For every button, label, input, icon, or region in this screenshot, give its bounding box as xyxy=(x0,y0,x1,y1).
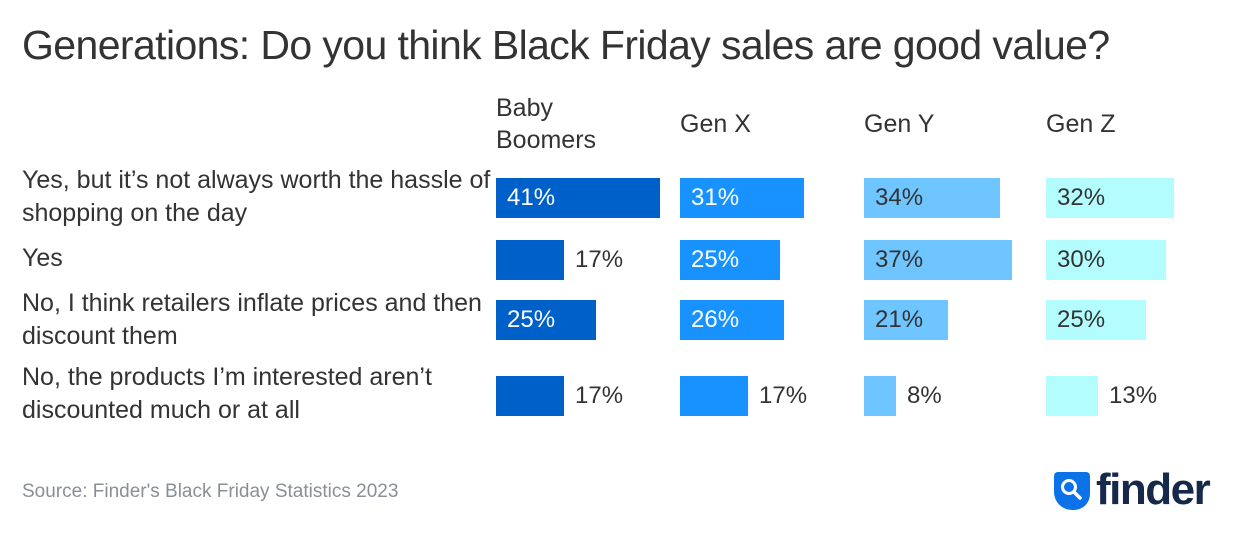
column-header: Gen X xyxy=(680,110,751,138)
data-label: 8% xyxy=(907,382,942,409)
bar xyxy=(864,240,1012,280)
finder-logo: finder xyxy=(1052,465,1211,514)
data-label: 17% xyxy=(575,246,624,273)
bar xyxy=(1046,300,1146,340)
bar xyxy=(1046,240,1166,280)
category-label: No, I think retailers inflate prices and… xyxy=(22,289,482,350)
data-label: 25% xyxy=(691,246,740,273)
search-icon xyxy=(1054,472,1090,510)
data-label: 31% xyxy=(691,184,740,211)
data-label: 26% xyxy=(691,306,740,333)
data-label: 37% xyxy=(875,246,924,273)
data-label: 25% xyxy=(1057,306,1106,333)
data-label: 25% xyxy=(507,306,556,333)
bar xyxy=(680,178,804,218)
bar xyxy=(1046,376,1098,416)
bar xyxy=(864,376,896,416)
data-label: 32% xyxy=(1057,184,1106,211)
data-label: 17% xyxy=(575,382,624,409)
data-label: 41% xyxy=(507,184,556,211)
category-label: Yes, but it’s not always worth the hassl… xyxy=(22,166,491,227)
data-label: 34% xyxy=(875,184,924,211)
logo-wordmark: finder xyxy=(1096,465,1211,514)
bar xyxy=(680,376,748,416)
bar xyxy=(680,240,780,280)
chart-title: Generations: Do you think Black Friday s… xyxy=(22,22,1110,68)
data-label: 13% xyxy=(1109,382,1158,409)
bar xyxy=(864,178,1000,218)
column-header: Gen Z xyxy=(1046,110,1116,138)
data-label: 30% xyxy=(1057,246,1106,273)
category-label: No, the products I’m interested aren’t d… xyxy=(22,363,432,424)
bar xyxy=(864,300,948,340)
data-label: 17% xyxy=(759,382,808,409)
column-header: Baby Boomers xyxy=(496,94,597,154)
bar xyxy=(496,300,596,340)
bar xyxy=(680,300,784,340)
category-label: Yes xyxy=(22,244,63,272)
source-note: Source: Finder's Black Friday Statistics… xyxy=(22,481,399,502)
bar xyxy=(496,178,660,218)
column-header: Gen Y xyxy=(864,110,935,138)
bar xyxy=(496,376,564,416)
bar xyxy=(496,240,564,280)
data-label: 21% xyxy=(875,306,924,333)
bar xyxy=(1046,178,1174,218)
